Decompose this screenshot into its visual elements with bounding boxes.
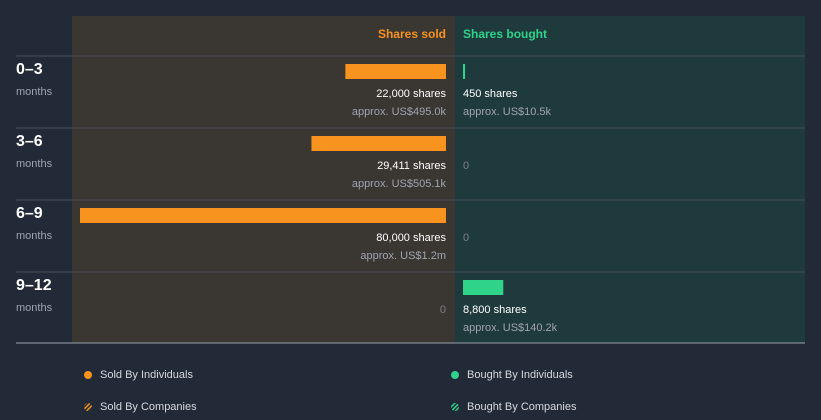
legend-label: Sold By Companies [100,401,197,413]
bar [463,64,466,79]
value-label: 22,000 shares [376,88,446,100]
legend-label: Bought By Individuals [467,369,573,381]
category-label: 0–3 [16,61,43,78]
zero-label: 0 [463,232,469,244]
bar [80,208,446,223]
category-label: 3–6 [16,133,43,150]
legend-swatch [451,403,459,411]
category-unit: months [16,302,53,314]
legend-label: Bought By Companies [467,401,577,413]
zero-label: 0 [463,160,469,172]
amount-label: approx. US$10.5k [463,106,552,118]
category-unit: months [16,158,53,170]
value-label: 450 shares [463,88,518,100]
bar [311,136,446,151]
category-unit: months [16,86,53,98]
category-label: 6–9 [16,205,43,222]
legend-label: Sold By Individuals [100,369,193,381]
value-label: 8,800 shares [463,304,527,316]
bar [345,64,446,79]
legend-swatch [84,371,92,379]
legend-swatch [451,371,459,379]
amount-label: approx. US$1.2m [360,250,446,262]
category-unit: months [16,230,53,242]
amount-label: approx. US$505.1k [352,178,447,190]
value-label: 29,411 shares [377,160,446,172]
zero-label: 0 [440,304,446,316]
value-label: 80,000 shares [376,232,446,244]
bar [463,280,504,295]
bought-panel [455,16,805,343]
category-label: 9–12 [16,277,52,294]
amount-label: approx. US$495.0k [352,106,447,118]
legend-swatch [84,403,92,411]
column-header: Shares bought [463,27,547,41]
amount-label: approx. US$140.2k [463,322,558,334]
column-header: Shares sold [378,27,446,41]
